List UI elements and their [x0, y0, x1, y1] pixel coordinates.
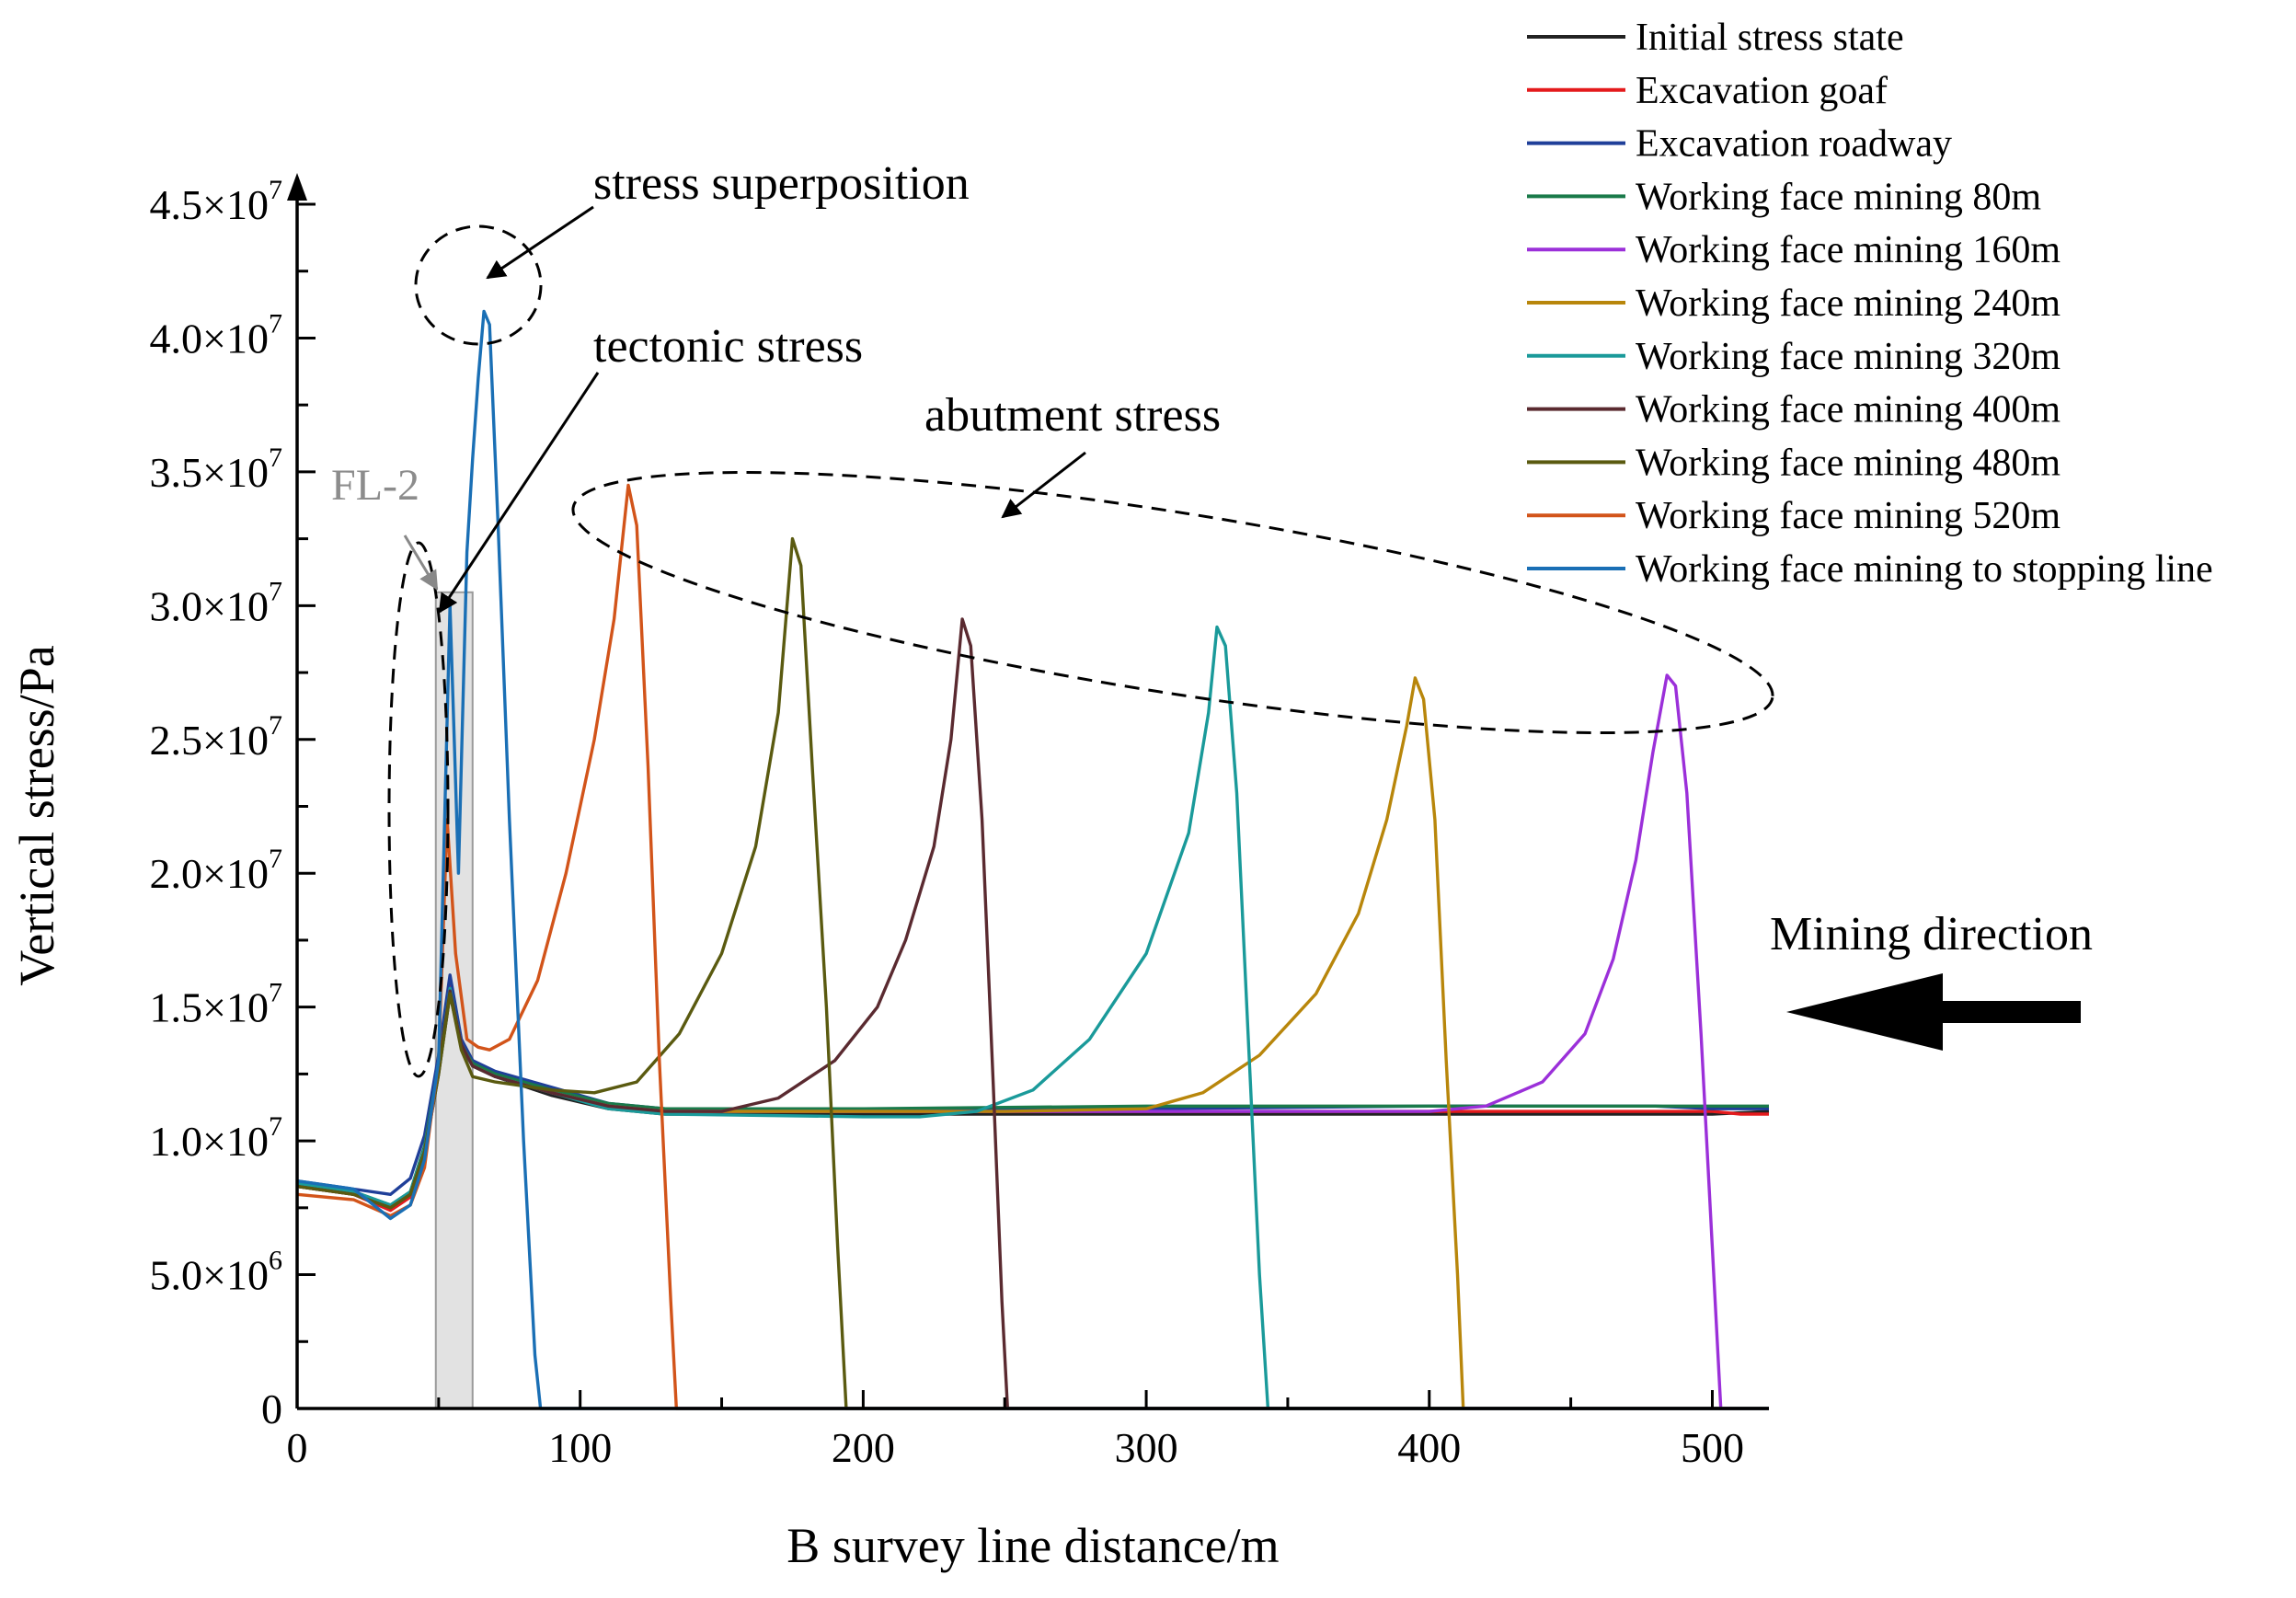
- series-line-10: [296, 309, 1769, 1410]
- y-tick-exponent: 7: [269, 710, 282, 741]
- y-tick-label: 3.5×107: [150, 443, 282, 496]
- y-tick-exponent: 7: [269, 443, 282, 473]
- abutment-ellipse: [571, 470, 1774, 735]
- y-tick-label: 3.0×107: [150, 576, 282, 629]
- y-tick-mantissa: 1.0×10: [150, 1118, 269, 1165]
- annotation-abutment-stress: abutment stress: [924, 389, 1221, 442]
- fault-zone-label: FL-2: [331, 461, 419, 510]
- x-tick-label: 0: [287, 1424, 308, 1471]
- y-tick-mantissa: 3.5×10: [150, 449, 269, 496]
- fault-label-arrow: [403, 535, 439, 591]
- y-tick-mantissa: 3.0×10: [150, 582, 269, 629]
- y-tick-label: 0: [261, 1385, 282, 1432]
- legend-label-4: Working face mining 160m: [1636, 229, 2061, 271]
- series-line-9: [296, 483, 1769, 1410]
- axes: 0 100 200 300 400 50005.0×1061.0×1071.5×1072.…: [9, 173, 1769, 1573]
- x-tick-label: 300: [1115, 1424, 1178, 1471]
- y-tick-exponent: 6: [269, 1246, 282, 1276]
- y-tick-exponent: 7: [269, 1111, 282, 1142]
- tectonic-arrow: [438, 372, 600, 614]
- x-tick-label: 500: [1681, 1424, 1744, 1471]
- y-axis-title: Vertical stress/Pa: [9, 645, 64, 985]
- x-tick-label: 200: [832, 1424, 895, 1471]
- legend-label-3: Working face mining 80m: [1636, 176, 2041, 218]
- y-tick-label: 2.0×107: [150, 844, 282, 897]
- annotation-tectonic-stress: tectonic stress: [593, 320, 863, 373]
- annotation-mining-direction: Mining direction: [1770, 908, 2093, 960]
- y-tick-exponent: 7: [269, 844, 282, 874]
- y-tick-label: 1.5×107: [150, 978, 282, 1031]
- y-tick-exponent: 7: [269, 308, 282, 339]
- y-tick-label: 4.5×107: [150, 175, 282, 228]
- legend-label-10: Working face mining to stopping line: [1636, 548, 2213, 591]
- legend: Initial stress state Excavation goaf Excav…: [1527, 17, 2213, 591]
- tectonic-ellipse: [387, 541, 450, 1078]
- legend-label-5: Working face mining 240m: [1636, 282, 2061, 325]
- legend-label-8: Working face mining 480m: [1636, 442, 2061, 484]
- x-tick-label: 400: [1397, 1424, 1461, 1471]
- legend-label-6: Working face mining 320m: [1636, 336, 2061, 378]
- y-tick-exponent: 7: [269, 978, 282, 1008]
- mining-direction-arrow: [1786, 973, 2081, 1051]
- y-tick-mantissa: 4.0×10: [150, 315, 269, 362]
- y-tick-mantissa: 2.0×10: [150, 850, 269, 897]
- y-tick-label: 2.5×107: [150, 710, 282, 764]
- y-tick-mantissa: 5.0×10: [150, 1252, 269, 1299]
- y-tick-mantissa: 1.5×10: [150, 984, 269, 1031]
- superposition-arrow: [486, 205, 594, 280]
- legend-label-2: Excavation roadway: [1636, 123, 1952, 166]
- legend-label-9: Working face mining 520m: [1636, 495, 2061, 537]
- y-tick-exponent: 7: [269, 576, 282, 606]
- legend-label-0: Initial stress state: [1636, 17, 1904, 59]
- y-tick-mantissa: 2.5×10: [150, 717, 269, 764]
- annotations: FL-2 stress superposition tectonic stress a…: [331, 157, 2093, 1078]
- y-axis-arrowhead: [287, 173, 307, 201]
- x-axis-title: B survey line distance/m: [786, 1518, 1279, 1573]
- legend-label-1: Excavation goaf: [1636, 70, 1888, 112]
- abutment-arrow: [1001, 451, 1086, 519]
- y-tick-label: 4.0×107: [150, 308, 282, 362]
- y-tick-label: 1.0×107: [150, 1111, 282, 1165]
- series-line-8: [296, 536, 1769, 1410]
- x-tick-label: 100: [548, 1424, 612, 1471]
- y-tick-exponent: 7: [269, 175, 282, 205]
- y-tick-mantissa: 4.5×10: [150, 181, 269, 228]
- annotation-stress-superposition: stress superposition: [593, 157, 970, 210]
- superposition-ellipse: [414, 224, 543, 346]
- legend-label-7: Working face mining 400m: [1636, 389, 2061, 431]
- y-tick-label: 5.0×106: [150, 1246, 282, 1299]
